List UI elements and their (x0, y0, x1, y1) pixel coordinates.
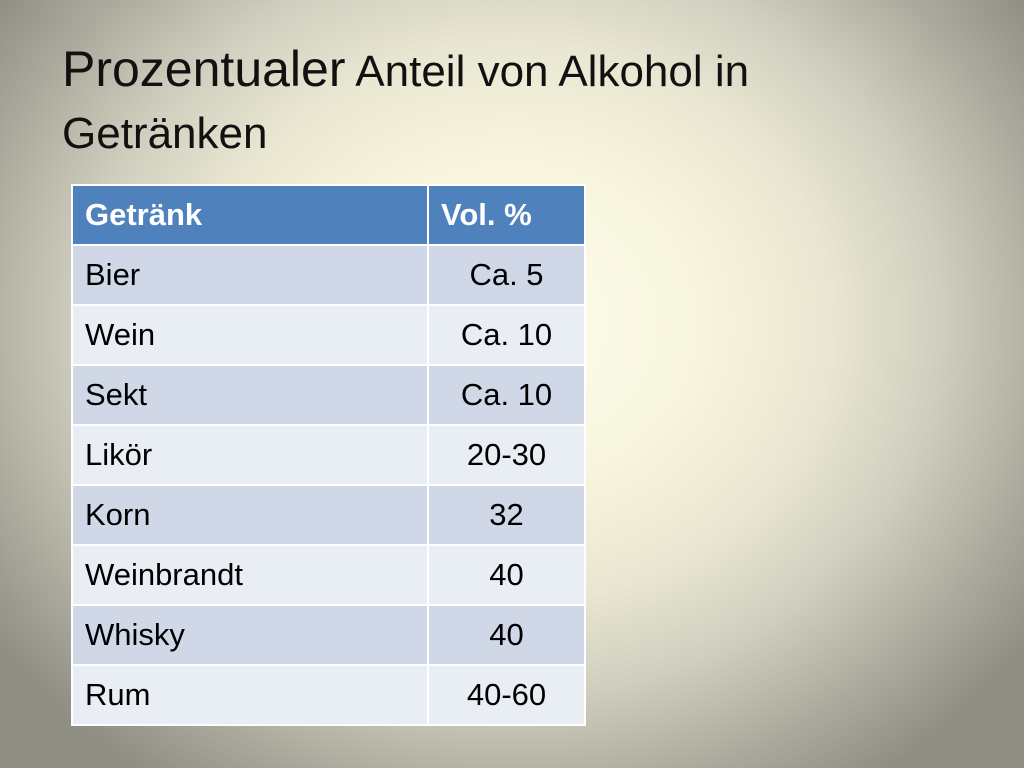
vol-value-cell: 40-60 (427, 664, 586, 726)
table-row: Wein Ca. 10 (71, 304, 586, 366)
vol-value-cell: 32 (427, 484, 586, 546)
vol-value-cell: 40 (427, 544, 586, 606)
table-row: Whisky 40 (71, 604, 586, 666)
drink-name-cell: Weinbrandt (71, 544, 429, 606)
header-cell-drink: Getränk (71, 184, 429, 246)
table-row: Bier Ca. 5 (71, 244, 586, 306)
alcohol-table: Getränk Vol. % Bier Ca. 5 Wein Ca. 10 Se… (71, 184, 586, 726)
vol-value-cell: 20-30 (427, 424, 586, 486)
title-part-2: Anteil von Alkohol in Getränken (62, 47, 750, 158)
drink-name-cell: Bier (71, 244, 429, 306)
drink-name-cell: Rum (71, 664, 429, 726)
table-row: Sekt Ca. 10 (71, 364, 586, 426)
drink-name-cell: Likör (71, 424, 429, 486)
vol-value-cell: Ca. 10 (427, 304, 586, 366)
table-row: Likör 20-30 (71, 424, 586, 486)
header-cell-vol: Vol. % (427, 184, 586, 246)
drink-name-cell: Whisky (71, 604, 429, 666)
drink-name-cell: Sekt (71, 364, 429, 426)
vol-value-cell: Ca. 10 (427, 364, 586, 426)
title-part-1: Prozentualer (62, 41, 346, 97)
table-row: Korn 32 (71, 484, 586, 546)
vol-value-cell: 40 (427, 604, 586, 666)
vol-value-cell: Ca. 5 (427, 244, 586, 306)
drink-name-cell: Wein (71, 304, 429, 366)
drink-name-cell: Korn (71, 484, 429, 546)
table-row: Rum 40-60 (71, 664, 586, 726)
table-row: Weinbrandt 40 (71, 544, 586, 606)
table-header-row: Getränk Vol. % (71, 184, 586, 246)
slide-title: Prozentualer Anteil von Alkohol in Geträ… (62, 36, 962, 163)
